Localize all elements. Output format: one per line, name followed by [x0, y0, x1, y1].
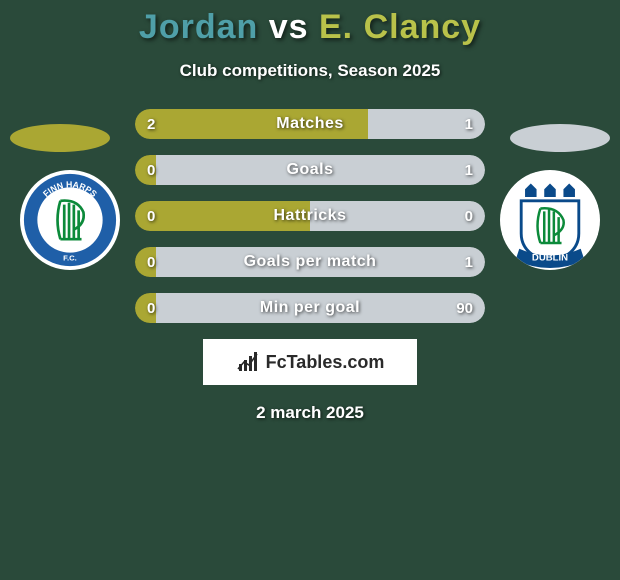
subtitle: Club competitions, Season 2025: [0, 61, 620, 81]
stat-bar-right: [156, 293, 485, 323]
stat-bar-right: [156, 155, 485, 185]
title-left-name: Jordan: [139, 8, 258, 46]
title-right-name: E. Clancy: [319, 8, 481, 46]
comparison-card: Jordan vs E. Clancy Club competitions, S…: [0, 0, 620, 580]
finn-harps-crest-icon: FINN HARPS F.C.: [22, 172, 118, 268]
stat-bar-left: [135, 293, 156, 323]
watermark: FcTables.com: [203, 339, 417, 385]
watermark-text: FcTables.com: [266, 352, 385, 373]
svg-text:DUBLIN: DUBLIN: [532, 252, 568, 263]
ucd-crest-icon: DUBLIN: [502, 172, 598, 268]
left-player-ellipse: [10, 124, 110, 152]
stat-bar-right: [156, 247, 485, 277]
stat-bar-left: [135, 247, 156, 277]
right-player-ellipse: [510, 124, 610, 152]
stat-row: Hattricks00: [135, 201, 485, 231]
title-vs: vs: [269, 8, 309, 46]
date: 2 march 2025: [0, 403, 620, 423]
stat-bar-right: [310, 201, 485, 231]
bar-chart-icon: [236, 350, 260, 374]
stat-row: Min per goal090: [135, 293, 485, 323]
stat-bar-left: [135, 155, 156, 185]
stat-row: Goals per match01: [135, 247, 485, 277]
left-club-crest: FINN HARPS F.C.: [20, 170, 120, 270]
stat-row: Goals01: [135, 155, 485, 185]
right-club-crest: DUBLIN: [500, 170, 600, 270]
page-title: Jordan vs E. Clancy: [0, 8, 620, 47]
stat-row: Matches21: [135, 109, 485, 139]
svg-text:F.C.: F.C.: [63, 253, 77, 262]
stat-bar-left: [135, 109, 368, 139]
stat-bar-right: [368, 109, 485, 139]
stat-bar-left: [135, 201, 310, 231]
